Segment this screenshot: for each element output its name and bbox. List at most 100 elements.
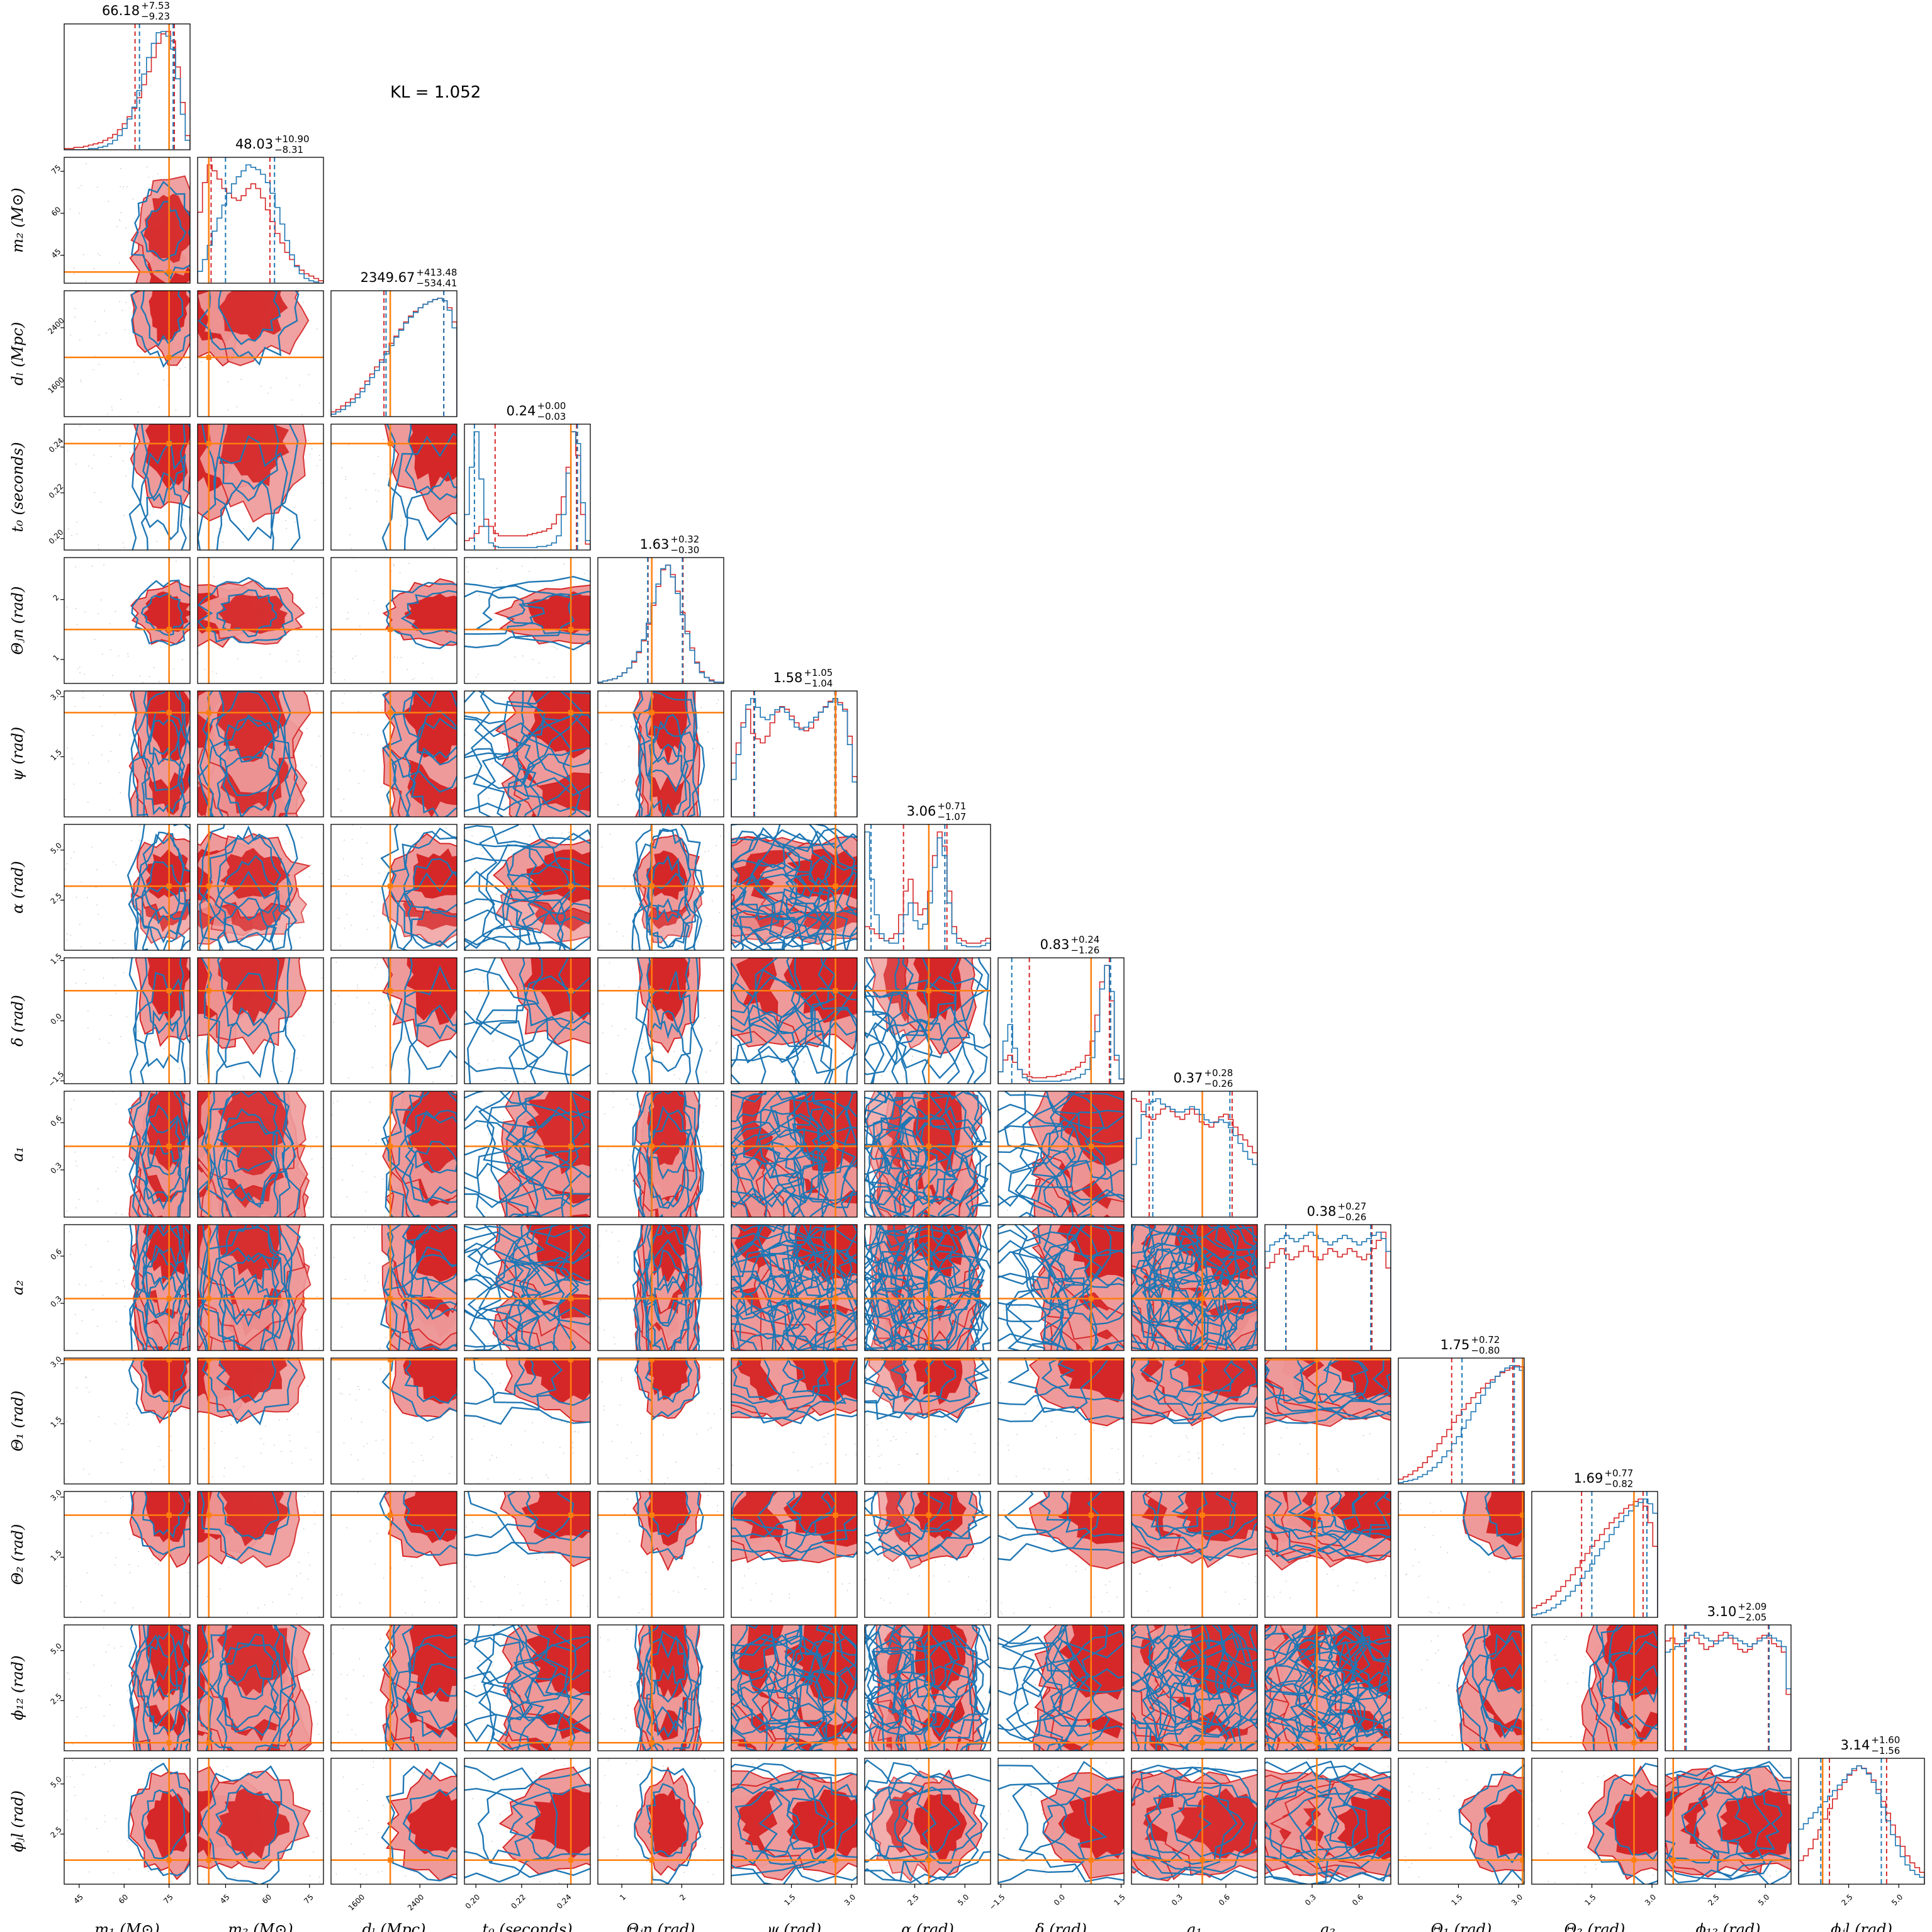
x-axis-label-delta: δ (rad) — [1035, 1921, 1087, 1932]
joint-panel-th1-phi12 — [1398, 1624, 1525, 1751]
contour-blue — [402, 1225, 457, 1293]
panel-frame — [64, 157, 191, 284]
contour-inner-red — [405, 1790, 457, 1855]
marginal-title-thjn: 1.63 — [640, 537, 670, 552]
contour-blue — [865, 1786, 961, 1860]
truth-marker — [1199, 1857, 1205, 1863]
contour-blue — [1325, 1639, 1391, 1739]
panel-frame — [1398, 1758, 1525, 1885]
marginal-panel-phijl: 3.14 +1.60−1.56 2.5 5.0 — [1798, 1734, 1925, 1907]
contour-blue — [1265, 1665, 1342, 1751]
y-tick-label-phi12: 5.0 — [48, 1641, 63, 1656]
x-tick-label-psi: 3.0 — [843, 1892, 857, 1907]
panel-frame — [731, 690, 858, 817]
contour-inner-red — [408, 424, 457, 493]
contour-blue — [216, 1491, 279, 1541]
x-tick-label-thjn: 2 — [678, 1892, 687, 1902]
joint-panel-t0-thjn — [464, 557, 591, 684]
contour-blue — [464, 1625, 577, 1726]
contour-blue — [133, 1225, 190, 1351]
y-axis-label-dL: dₗ (Mpc) — [9, 322, 26, 386]
contour-blue — [731, 1491, 838, 1557]
contour-blue — [634, 1766, 702, 1884]
contour-blue — [782, 1358, 857, 1406]
contour-blue — [507, 1491, 590, 1541]
joint-panel-dL-a2 — [330, 1224, 458, 1351]
marginal-title-minus-alpha: −1.07 — [937, 811, 966, 823]
contour-blue — [731, 977, 833, 1084]
marginal-title-minus-a2: −0.26 — [1337, 1211, 1366, 1223]
contour-blue — [731, 1625, 833, 1731]
marginal-title-plus-th2: +0.77 — [1604, 1468, 1633, 1479]
contour-blue — [198, 870, 293, 950]
truth-marker — [926, 1740, 931, 1746]
contour-blue — [464, 583, 575, 649]
contour-blue — [869, 1091, 991, 1217]
contour-blue — [464, 958, 574, 1072]
joint-panel-delta-th1 — [997, 1357, 1125, 1485]
contour-blue — [1132, 1225, 1205, 1291]
joint-panel-dL-psi — [330, 690, 458, 817]
truth-marker — [388, 627, 393, 632]
truth-marker — [388, 1358, 393, 1362]
histogram-blue-a1 — [1132, 1098, 1257, 1217]
contour-blue — [1132, 1248, 1210, 1351]
truth-marker — [568, 1143, 574, 1149]
contour-blue — [401, 1225, 457, 1320]
contour-blue — [865, 1491, 915, 1537]
panel-frame — [864, 1624, 991, 1751]
contour-blue — [1150, 1767, 1257, 1881]
contour-blue — [1043, 1139, 1124, 1217]
truth-marker — [1520, 1857, 1524, 1863]
contour-blue — [508, 1012, 590, 1084]
contour-blue — [143, 719, 186, 816]
marginal-title-plus-a1: +0.28 — [1204, 1067, 1233, 1079]
panel-frame — [197, 557, 324, 684]
contour-blue — [865, 979, 975, 1084]
x-axis-label-alpha: α (rad) — [901, 1921, 954, 1932]
marginal-panel-psi: 1.58 +1.05−1.04 — [731, 667, 858, 817]
joint-panel-m2-dL — [197, 290, 324, 417]
x-axis-label-phi12: ϕ₁₂ (rad) — [1695, 1921, 1760, 1932]
contour-blue — [1265, 1493, 1391, 1557]
contour-blue — [216, 1091, 278, 1173]
contour-blue — [467, 1225, 590, 1322]
y-tick-label-phi12: 2.5 — [48, 1692, 63, 1706]
x-tick-label-a2: 0.3 — [1303, 1892, 1318, 1907]
joint-panel-a2-phi12 — [1264, 1624, 1391, 1751]
joint-panel-t0-a1 — [464, 1091, 591, 1218]
panel-frame — [197, 690, 324, 817]
contour-blue — [1139, 1358, 1245, 1407]
contour-blue — [865, 1225, 940, 1351]
joint-panel-t0-delta — [464, 957, 591, 1084]
contour-blue — [865, 1491, 954, 1541]
contour-blue — [386, 1225, 457, 1320]
contour-blue — [1041, 1358, 1124, 1401]
contour-blue — [731, 824, 856, 950]
contour-blue — [634, 1625, 702, 1733]
marginal-panel-thjn: 1.63 +0.32−0.30 — [597, 534, 724, 684]
contour-blue — [731, 969, 857, 1084]
panel-frame — [330, 1357, 458, 1485]
joint-panel-psi-a2 — [731, 1224, 858, 1351]
contour-blue — [998, 1250, 1064, 1351]
contour-blue — [140, 831, 185, 925]
contour-blue — [890, 1273, 989, 1351]
contour-blue — [1013, 1625, 1069, 1751]
contour-blue — [865, 1091, 982, 1217]
contour-inner-red — [913, 1091, 962, 1172]
contour-blue — [648, 1091, 692, 1180]
panel-frame — [464, 1491, 591, 1618]
contour-blue — [143, 1138, 184, 1217]
panel-frame — [731, 957, 858, 1084]
x-axis-label-m1: m₁ (M⊙) — [94, 1921, 159, 1932]
contour-blue — [865, 1625, 980, 1726]
contour-blue — [402, 1634, 457, 1739]
contour-blue — [1050, 1629, 1124, 1737]
truth-marker — [166, 354, 172, 360]
contour-blue — [1132, 1358, 1257, 1424]
y-axis-label-a1: a₁ — [9, 1147, 26, 1162]
marginal-title-delta: 0.83 — [1040, 937, 1070, 952]
contour-blue — [383, 1625, 457, 1730]
